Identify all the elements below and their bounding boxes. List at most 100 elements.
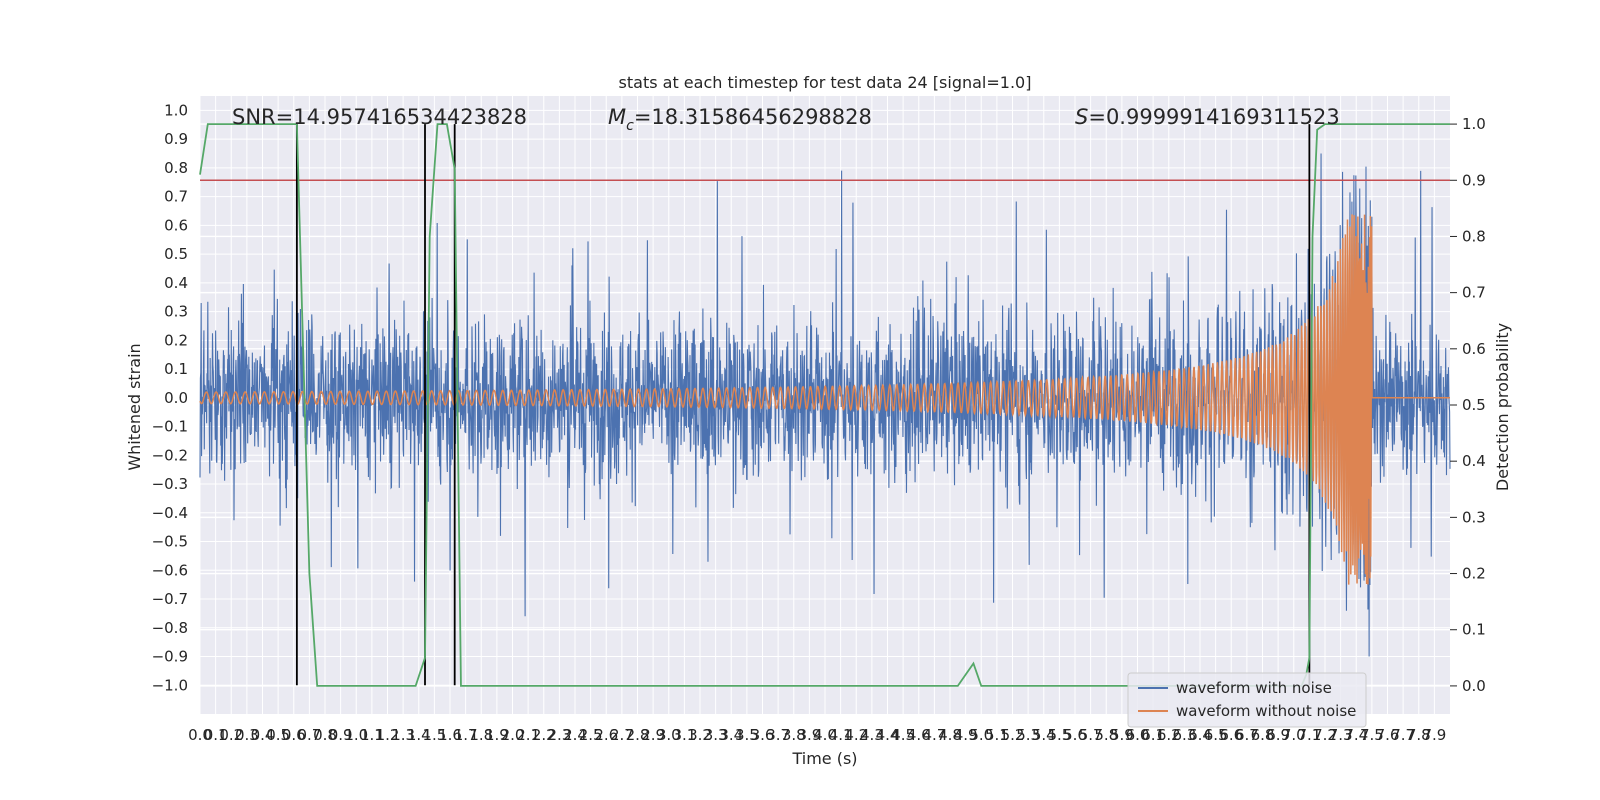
- clean-waveform-line: [199, 214, 1450, 585]
- x-tick-label: 5.2: [1001, 726, 1025, 744]
- x-tick-label: 6.8: [1251, 726, 1275, 744]
- right-y-tick-label: 0.4: [1462, 452, 1486, 470]
- snr-annotation: SNR=14.957416534423828: [232, 105, 527, 129]
- x-tick-label: 1.1: [360, 726, 384, 744]
- x-tick-label: 2.6: [594, 726, 618, 744]
- x-tick-label: 4.1: [829, 726, 853, 744]
- x-tick-label: 1.5: [422, 726, 446, 744]
- x-tick-label: 3.3: [704, 726, 728, 744]
- x-tick-label: 7.4: [1344, 726, 1368, 744]
- x-tick-label: 0.4: [251, 726, 275, 744]
- chirp-mass-subscript: c: [626, 118, 634, 134]
- x-tick-label: 4.7: [922, 726, 946, 744]
- y-tick-label: 0.4: [164, 274, 188, 292]
- y-tick-label: 0.7: [164, 188, 188, 206]
- x-tick-label: 4.4: [876, 726, 900, 744]
- x-tick-label: 7.2: [1313, 726, 1337, 744]
- x-tick-label: 1.8: [469, 726, 493, 744]
- y-tick-label: 0.9: [164, 130, 188, 148]
- legend-box: [1127, 672, 1367, 728]
- x-tick-label: 5.0: [969, 726, 993, 744]
- x-tick-label: 3.8: [782, 726, 806, 744]
- x-tick-label: 3.9: [797, 726, 821, 744]
- y-tick-label: 0.3: [164, 303, 188, 321]
- noisy-waveform-line: [199, 153, 1451, 657]
- right-y-tick-labels: 0.0 0.1 0.2 0.3 0.4 0.5 0.6 0.7 0.8 0.9 1.0: [1450, 115, 1486, 695]
- x-tick-label: 6.3: [1172, 726, 1196, 744]
- y-tick-label: 1.0: [164, 101, 188, 119]
- x-tick-label: 0.0: [188, 726, 212, 744]
- x-tick-label: 7.5: [1360, 726, 1384, 744]
- x-tick-label: 3.6: [751, 726, 775, 744]
- right-y-tick-label: 0.9: [1462, 171, 1486, 189]
- x-tick-label: 2.7: [610, 726, 634, 744]
- right-y-tick-label: 0.6: [1462, 340, 1486, 358]
- score-symbol: S: [1075, 105, 1088, 129]
- x-tick-label: 1.3: [391, 726, 415, 744]
- x-tick-label: 7.1: [1297, 726, 1321, 744]
- x-tick-label: 5.8: [1094, 726, 1118, 744]
- x-tick-label: 2.0: [501, 726, 525, 744]
- x-tick-label: 2.1: [516, 726, 540, 744]
- x-tick-label: 0.3: [235, 726, 259, 744]
- x-tick-label: 5.5: [1047, 726, 1071, 744]
- x-tick-label: 6.6: [1219, 726, 1243, 744]
- right-y-tick-label: 1.0: [1462, 115, 1486, 133]
- x-tick-label: 1.4: [407, 726, 431, 744]
- x-tick-label: 7.0: [1282, 726, 1306, 744]
- x-tick-label: 0.7: [297, 726, 321, 744]
- x-tick-label: 0.6: [282, 726, 306, 744]
- score-value: =0.9999914169311523: [1088, 105, 1339, 129]
- x-tick-label: 6.1: [1141, 726, 1165, 744]
- detection-probability-line: [199, 123, 1450, 687]
- y-tick-label: −0.3: [152, 475, 188, 493]
- x-tick-label: 6.9: [1266, 726, 1290, 744]
- x-tick-label: 3.5: [735, 726, 759, 744]
- x-tick-label: 5.1: [985, 726, 1009, 744]
- x-tick-label: 0.2: [219, 726, 243, 744]
- y-tick-label: −0.6: [152, 561, 188, 579]
- x-tick-label: 5.6: [1063, 726, 1087, 744]
- y-tick-label: 0.1: [164, 360, 188, 378]
- x-tick-label: 3.2: [688, 726, 712, 744]
- x-tick-label: 0.9: [329, 726, 353, 744]
- x-tick-label: 3.4: [719, 726, 743, 744]
- x-tick-label: 1.6: [438, 726, 462, 744]
- x-tick-label: 1.9: [485, 726, 509, 744]
- y-tick-label: −0.8: [152, 619, 188, 637]
- right-y-tick-label: 0.2: [1462, 565, 1486, 583]
- right-y-tick-label: 0.5: [1462, 396, 1486, 414]
- x-tick-label: 7.8: [1407, 726, 1431, 744]
- chart-title: stats at each timestep for test data 24 …: [619, 73, 1032, 92]
- x-tick-label: 5.3: [1016, 726, 1040, 744]
- x-tick-label: 6.2: [1157, 726, 1181, 744]
- clean-waveform-series: [199, 214, 1450, 585]
- legend-label-noisy: waveform with noise: [1176, 679, 1332, 697]
- right-y-tick-label: 0.8: [1462, 227, 1486, 245]
- chirp-mass-value: =18.31586456298828: [634, 105, 872, 129]
- x-tick-label: 3.0: [657, 726, 681, 744]
- y-tick-label: −0.4: [152, 504, 188, 522]
- y-axis-label: Whitened strain: [125, 343, 144, 470]
- y-tick-label: 0.8: [164, 159, 188, 177]
- x-tick-label: 7.7: [1391, 726, 1415, 744]
- right-y-tick-label: 0.7: [1462, 284, 1486, 302]
- x-tick-label: 6.7: [1235, 726, 1259, 744]
- x-tick-label: 0.8: [313, 726, 337, 744]
- right-y-tick-label: 0.3: [1462, 508, 1486, 526]
- x-tick-label: 4.6: [907, 726, 931, 744]
- legend-label-clean: waveform without noise: [1176, 702, 1356, 720]
- x-tick-label: 1.7: [454, 726, 478, 744]
- score-annotation: S=0.9999914169311523: [1075, 105, 1340, 129]
- x-tick-label: 5.9: [1110, 726, 1134, 744]
- x-tick-label: 0.1: [204, 726, 228, 744]
- y-tick-label: −0.1: [152, 418, 188, 436]
- x-tick-label: 5.4: [1032, 726, 1056, 744]
- y-tick-label: −0.9: [152, 648, 188, 666]
- chirp-mass-annotation: Mc=18.31586456298828: [608, 105, 872, 134]
- y-tick-label: 0.5: [164, 245, 188, 263]
- x-tick-label: 0.5: [266, 726, 290, 744]
- x-tick-label: 2.5: [579, 726, 603, 744]
- legend: waveform with noise waveform without noi…: [1127, 672, 1367, 728]
